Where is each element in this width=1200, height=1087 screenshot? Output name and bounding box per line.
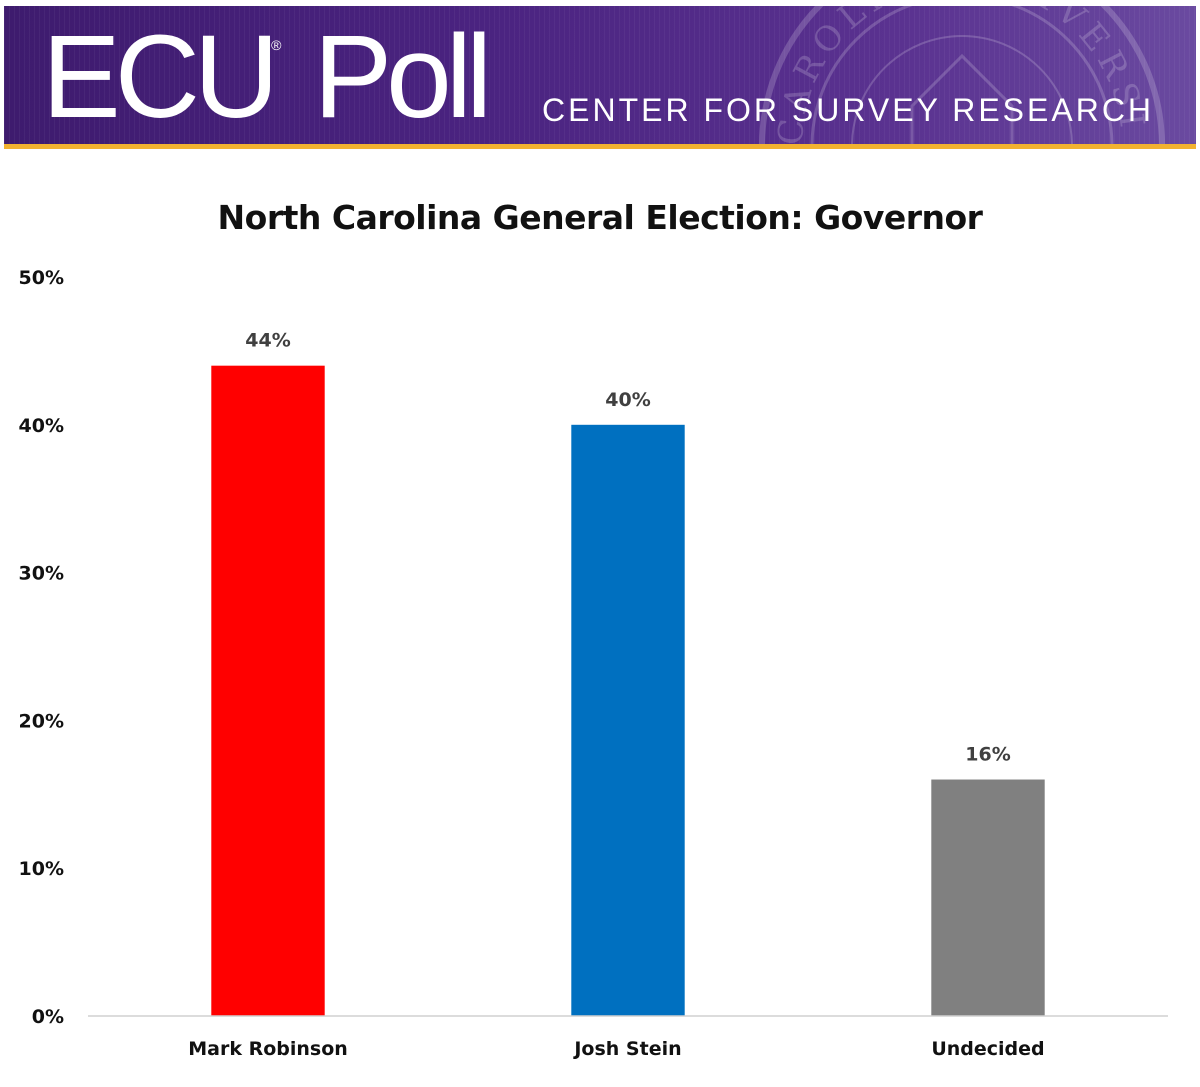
data-label: 44%: [245, 330, 290, 352]
bar: [571, 424, 685, 1016]
gold-divider: [4, 144, 1196, 149]
data-label: 16%: [965, 744, 1010, 766]
bar: [931, 779, 1045, 1016]
header-banner: CAROLINA UNIVERSITY ECU® Poll CENTER FOR …: [4, 6, 1196, 144]
bar: [211, 365, 325, 1016]
y-tick-label: 40%: [19, 415, 64, 437]
x-category-label: Mark Robinson: [188, 1038, 348, 1060]
y-tick-label: 30%: [19, 563, 64, 585]
registered-mark: ®: [271, 37, 282, 53]
bars-group: 44% 40% 16%: [211, 330, 1045, 1016]
x-category-label: Undecided: [931, 1038, 1044, 1060]
x-axis: Mark Robinson Josh Stein Undecided: [188, 1038, 1044, 1060]
center-tagline: CENTER FOR SURVEY RESEARCH: [542, 92, 1155, 128]
y-tick-label: 0%: [32, 1006, 64, 1028]
university-seal-icon: CAROLINA UNIVERSITY: [752, 6, 1165, 144]
y-tick-label: 20%: [19, 710, 64, 732]
logo-text-ecu: ECU: [42, 11, 279, 143]
x-category-label: Josh Stein: [572, 1038, 681, 1060]
y-axis: 0% 10% 20% 30% 40% 50%: [19, 267, 64, 1028]
ecu-poll-logo: ECU® Poll: [42, 18, 492, 136]
y-tick-label: 10%: [19, 858, 64, 880]
data-label: 40%: [605, 389, 650, 411]
y-tick-label: 50%: [19, 267, 64, 289]
logo-text-poll: Poll: [313, 11, 492, 143]
chart-title: North Carolina General Election: Governo…: [217, 198, 983, 237]
logo-text: ECU® Poll: [42, 11, 492, 143]
